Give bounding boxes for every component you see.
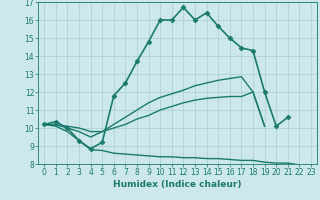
X-axis label: Humidex (Indice chaleur): Humidex (Indice chaleur) [113, 180, 242, 189]
